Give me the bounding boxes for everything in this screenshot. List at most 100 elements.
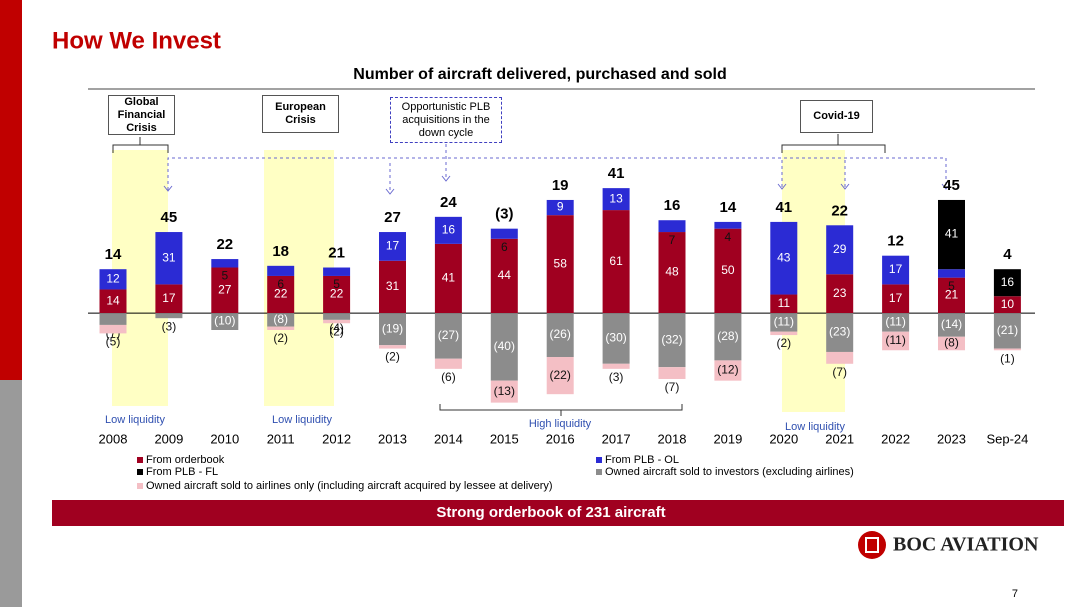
data-label: (2)	[385, 350, 400, 364]
bar-segment	[658, 313, 686, 368]
x-tick-label: 2012	[322, 431, 351, 446]
bar-segment	[714, 221, 742, 229]
x-tick-label: 2014	[434, 431, 463, 446]
bar-segment	[770, 294, 798, 314]
data-label: (2)	[776, 336, 791, 350]
x-tick-label: 2008	[99, 431, 128, 446]
slide-title: How We Invest	[52, 27, 221, 54]
page-number: 7	[1012, 588, 1018, 600]
legend-label: Owned aircraft sold to investors (exclud…	[605, 466, 854, 478]
bar-segment	[826, 351, 854, 364]
data-label: 17	[889, 262, 903, 276]
liquidity-label: Low liquidity	[272, 414, 332, 426]
data-label: 23	[833, 286, 847, 300]
data-label: (22)	[550, 368, 571, 382]
bar-segment	[602, 363, 630, 369]
data-label: 10	[1001, 297, 1015, 311]
bar-segment	[993, 296, 1021, 314]
bar-segment	[267, 275, 295, 314]
bar-segment	[434, 216, 462, 244]
bar-segment	[938, 313, 965, 337]
bar-segment	[379, 313, 406, 346]
data-label: 22	[274, 287, 288, 301]
legend-label: From orderbook	[146, 454, 225, 466]
bar-segment	[770, 221, 798, 295]
data-label: 13	[609, 191, 623, 205]
total-label: (3)	[495, 206, 513, 223]
legend-swatch	[596, 457, 602, 463]
bar-segment	[882, 255, 910, 285]
data-label: (8)	[273, 312, 288, 326]
data-label: 21	[945, 288, 959, 302]
banner	[52, 500, 1064, 526]
bar-segment	[267, 326, 295, 330]
total-label: 41	[608, 165, 625, 182]
bar-segment	[546, 357, 574, 395]
bar-segment	[99, 324, 127, 334]
data-label: (14)	[941, 317, 962, 331]
data-label: 44	[498, 268, 512, 282]
bar-segment	[938, 336, 965, 351]
bar-segment	[882, 331, 910, 351]
data-label: 31	[386, 279, 400, 293]
total-label: 45	[161, 209, 178, 226]
bar-segment	[546, 215, 574, 314]
bar-segment	[993, 348, 1021, 351]
data-label: (2)	[273, 331, 288, 345]
brackets	[112, 134, 886, 416]
bar-segment	[267, 265, 295, 276]
bar-segment	[602, 313, 630, 364]
bar-segment	[770, 313, 798, 332]
data-label: (13)	[494, 384, 515, 398]
total-label: 21	[328, 244, 345, 261]
annotation: Opportunistic PLB acquisitions in the do…	[390, 97, 502, 143]
data-label: 27	[218, 282, 232, 296]
data-label: (3)	[609, 370, 624, 384]
bar-segment	[602, 210, 630, 314]
total-label: 41	[775, 199, 792, 216]
annotation: European Crisis	[262, 95, 339, 133]
data-label: (1)	[1000, 351, 1015, 365]
x-tick-label: 2017	[602, 431, 631, 446]
x-tick-label: 2020	[769, 431, 798, 446]
x-tick-label: 2015	[490, 431, 519, 446]
data-label: (12)	[717, 363, 738, 377]
data-label: 22	[330, 287, 344, 301]
bar-segment	[323, 313, 351, 320]
legend-swatch	[596, 469, 602, 475]
data-label: 58	[554, 256, 568, 270]
data-label: (27)	[438, 328, 459, 342]
data-label: 43	[777, 250, 791, 264]
data-label: (7)	[665, 380, 680, 394]
bar-segment	[714, 313, 742, 361]
bar-segment	[882, 284, 910, 314]
legend-swatch	[137, 469, 143, 475]
bar-segment	[938, 277, 965, 314]
bar-segment	[267, 313, 295, 327]
data-label: (4)	[329, 321, 344, 335]
bar-segment	[323, 319, 351, 324]
x-tick-label: 2013	[378, 431, 407, 446]
data-label: 5	[221, 269, 228, 283]
bar-segment	[99, 269, 127, 290]
bar-segment	[490, 380, 518, 403]
bar-segment	[770, 331, 798, 336]
data-label: 16	[442, 223, 456, 237]
total-label: 45	[943, 177, 960, 194]
x-tick-label: 2016	[546, 431, 575, 446]
total-label: 19	[552, 177, 569, 194]
data-label: 61	[609, 254, 623, 268]
bar-segment	[211, 267, 239, 314]
annotation: Global Financial Crisis	[108, 95, 175, 135]
x-tick-label: 2009	[154, 431, 183, 446]
x-tick-label: Sep-24	[986, 431, 1028, 446]
bar-segment	[658, 232, 686, 314]
data-label: 5	[948, 279, 955, 293]
bar-segment	[379, 232, 406, 261]
x-tick-label: 2022	[881, 431, 910, 446]
bar-segment	[658, 220, 686, 233]
bar-segment	[826, 225, 854, 275]
data-label: 14	[106, 293, 120, 307]
legend-label: Owned aircraft sold to airlines only (in…	[146, 480, 553, 492]
bar-segment	[938, 269, 965, 278]
